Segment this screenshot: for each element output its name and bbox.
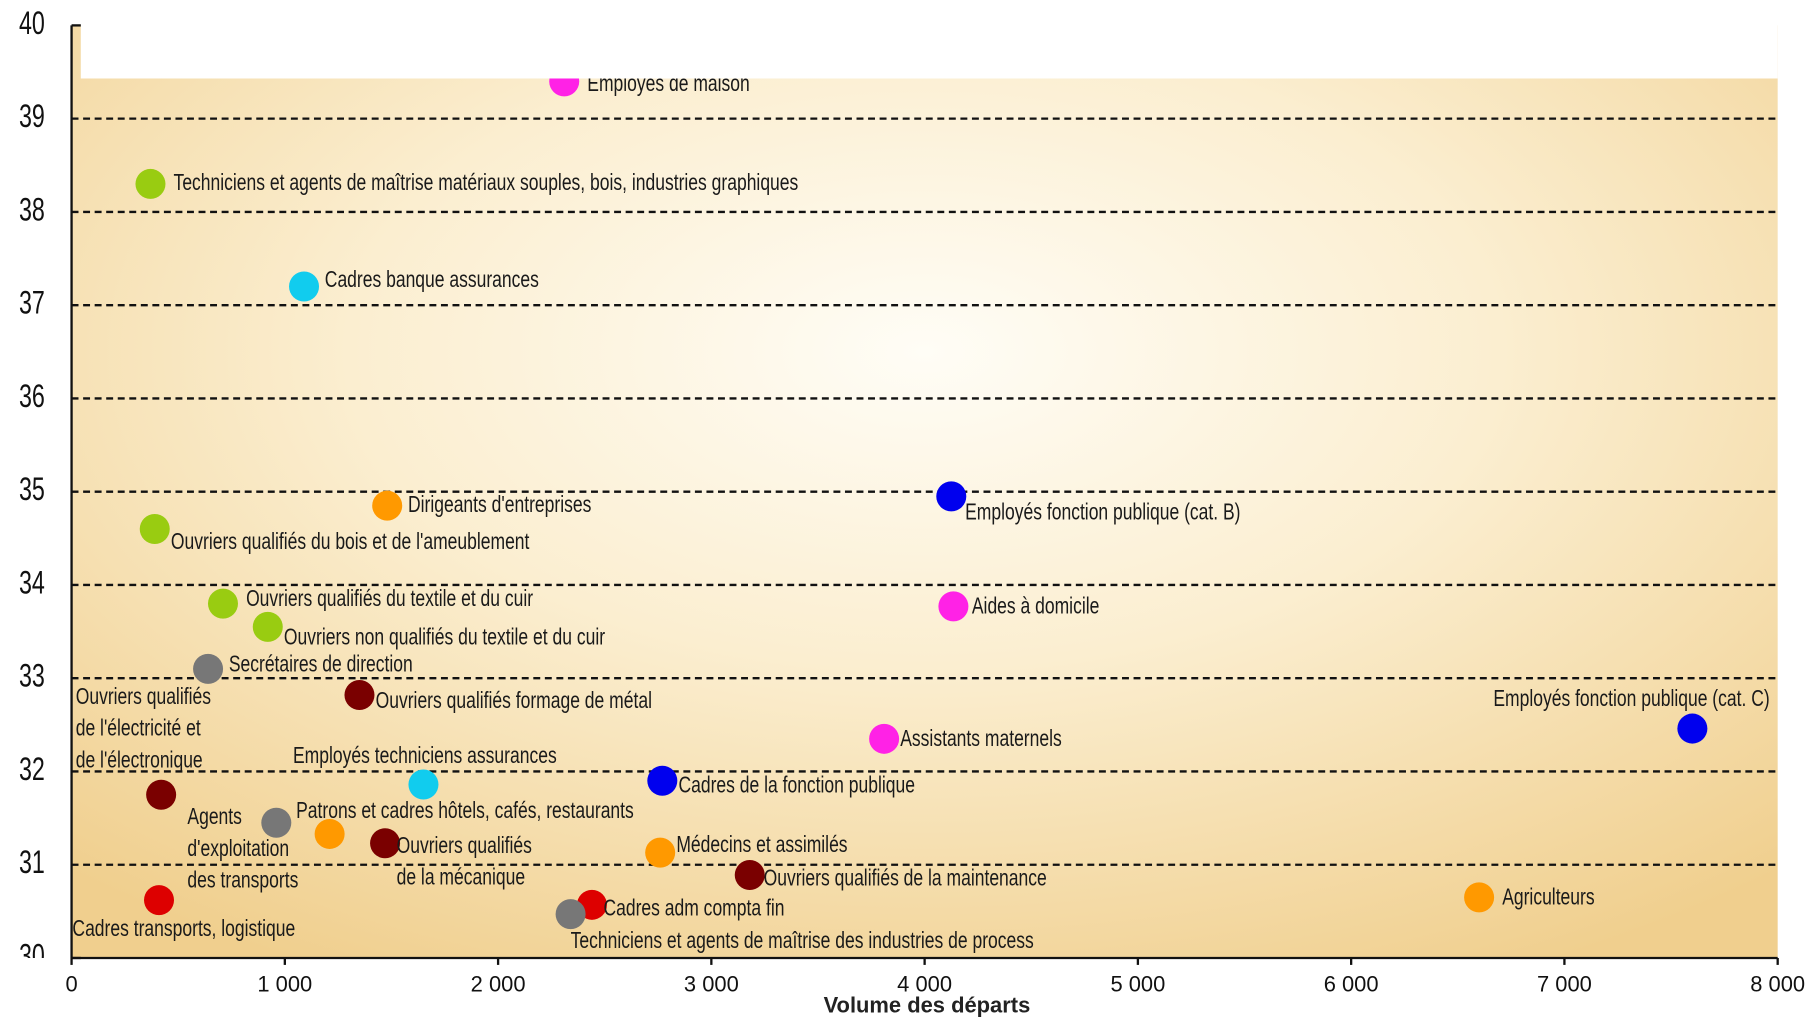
point-label: des transports <box>187 867 298 893</box>
point-label: Secrétaires de direction <box>229 651 413 677</box>
point-label: de l'électricité et <box>76 715 201 741</box>
point <box>1677 713 1708 744</box>
x-tick-label: 5 000 <box>1110 971 1165 996</box>
point <box>252 611 283 642</box>
x-tick-label: 0 <box>65 971 77 996</box>
point-label: Ouvriers qualifiés du textile et du cuir <box>246 586 533 612</box>
point <box>135 168 166 199</box>
x-tick-label: 2 000 <box>471 971 526 996</box>
point-label: de la mécanique <box>397 864 525 890</box>
point-label: Agriculteurs <box>1502 884 1594 910</box>
point-label: Employés fonction publique (cat. B) <box>965 499 1240 525</box>
point-label: de l'électronique <box>76 747 203 773</box>
point <box>139 513 170 544</box>
x-tick-label: 6 000 <box>1324 971 1379 996</box>
point-label: Cadres adm compta fin <box>603 895 784 921</box>
x-tick-label: 4 000 <box>897 971 952 996</box>
point <box>314 818 345 849</box>
x-tick-label: 7 000 <box>1537 971 1592 996</box>
point <box>647 765 678 796</box>
point-label: Patrons et cadres hôtels, cafés, restaur… <box>296 798 634 824</box>
x-tick-label: 3 000 <box>684 971 739 996</box>
point <box>289 271 320 302</box>
point-label: Médecins et assimilés <box>676 831 847 857</box>
y-tick-label: 38 <box>19 192 45 228</box>
y-tick-label: 31 <box>19 845 45 881</box>
point-label: Cadres de la fonction publique <box>678 772 915 798</box>
point-label: Assistants maternels <box>900 726 1062 752</box>
point-label: Techniciens et agents de maîtrise des in… <box>571 928 1034 954</box>
x-tick-label: 1 000 <box>257 971 312 996</box>
point <box>207 588 238 619</box>
point-label: Ouvriers qualifiés du bois et de l'ameub… <box>171 529 530 555</box>
point-label: Ouvriers qualifiés <box>397 833 532 859</box>
point-label: Ouvriers qualifiés formage de métal <box>376 688 652 714</box>
point-label: d'exploitation <box>187 836 289 862</box>
point <box>146 779 177 810</box>
point <box>144 885 175 916</box>
point <box>408 769 439 800</box>
y-tick-label: 40 <box>19 5 45 41</box>
point <box>869 723 900 754</box>
point <box>261 807 292 838</box>
point-label: Cadres transports, logistique <box>72 916 295 942</box>
point-label: Dirigeants d'entreprises <box>408 491 591 517</box>
point <box>645 837 676 868</box>
point-label: Ouvriers qualifiés <box>76 684 211 710</box>
y-tick-label: 39 <box>19 98 45 134</box>
y-tick-label: 34 <box>19 565 45 601</box>
point <box>1464 882 1495 913</box>
point <box>938 591 969 622</box>
point <box>734 859 765 890</box>
x-tick-label: 8 000 <box>1750 971 1805 996</box>
y-tick-label: 30 <box>19 938 45 974</box>
title-mask <box>80 0 1778 79</box>
point <box>372 490 403 521</box>
y-tick-label: 35 <box>19 472 45 508</box>
y-tick-label: 36 <box>19 378 45 414</box>
point-label: Employés techniciens assurances <box>293 743 557 769</box>
point <box>936 481 967 512</box>
x-axis-label: Volume des départs <box>824 992 1031 1017</box>
point-label: Aides à domicile <box>972 593 1099 619</box>
y-tick-label: 37 <box>19 285 45 321</box>
point <box>555 899 586 930</box>
point-label: Techniciens et agents de maîtrise matéri… <box>174 170 799 196</box>
y-tick-label: 32 <box>19 751 45 787</box>
point-label: Cadres banque assurances <box>325 267 539 293</box>
point-label: Agents <box>187 804 242 830</box>
point-label: Employés fonction publique (cat. C) <box>1493 686 1769 712</box>
point <box>344 679 375 710</box>
point-label: Ouvriers non qualifiés du textile et du … <box>284 624 605 650</box>
point <box>193 653 224 684</box>
point-label: Ouvriers qualifiés de la maintenance <box>764 865 1047 891</box>
point <box>370 828 401 859</box>
y-tick-label: 33 <box>19 658 45 694</box>
